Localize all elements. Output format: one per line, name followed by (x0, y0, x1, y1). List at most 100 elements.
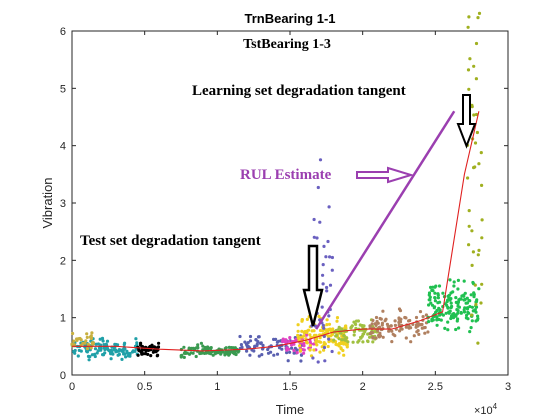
scatter-point (470, 319, 474, 323)
scatter-point (390, 329, 394, 333)
scatter-point (457, 326, 461, 330)
scatter-point (156, 345, 161, 349)
scatter-point (474, 299, 479, 304)
scatter-point (312, 235, 316, 239)
scatter-point (470, 305, 474, 309)
scatter-point (136, 353, 140, 357)
scatter-point (381, 309, 385, 313)
scatter-point (423, 331, 427, 335)
scatter-point (275, 352, 280, 356)
scatter-point (371, 318, 375, 322)
scatter-point (404, 316, 408, 320)
scatter-point (404, 325, 408, 329)
scatter-point (122, 342, 126, 347)
scatter-point (328, 255, 332, 259)
scatter-point (407, 326, 411, 330)
scatter-point (428, 298, 432, 302)
scatter-point (100, 336, 105, 340)
scatter-point (124, 355, 128, 359)
scatter-point (430, 317, 434, 321)
scatter-point (352, 320, 356, 324)
scatter-point (256, 335, 261, 339)
scatter-point (308, 333, 312, 337)
scatter-point (352, 329, 356, 334)
scatter-point (326, 239, 330, 244)
scatter-point (325, 323, 329, 327)
scatter-point (345, 345, 349, 349)
scatter-point (290, 346, 294, 350)
scatter-point (322, 345, 327, 350)
scatter-point (436, 296, 440, 300)
scatter-point (327, 314, 331, 318)
scatter-point (335, 333, 339, 337)
scatter-point (438, 308, 442, 312)
scatter-point (259, 341, 263, 345)
x-tick-label: 2.5 (428, 381, 443, 393)
scatter-point (409, 340, 413, 344)
scatter-point (412, 334, 416, 338)
x-tick-label: 3 (505, 381, 511, 393)
scatter-point (337, 344, 341, 348)
scatter-point (327, 327, 331, 332)
scatter-point (397, 323, 401, 327)
scatter-point (427, 320, 431, 324)
scatter-point (341, 348, 345, 353)
scatter-point (300, 318, 304, 322)
scatter-point (433, 291, 437, 295)
scatter-point (315, 236, 319, 240)
scatter-point (399, 326, 403, 330)
scatter-point (456, 287, 460, 291)
scatter-point (479, 301, 483, 305)
scatter-point (397, 320, 401, 324)
scatter-point (387, 329, 391, 333)
scatter-point (287, 347, 291, 351)
scatter-point (435, 317, 439, 321)
scatter-point (224, 346, 228, 350)
scatter-point (354, 326, 358, 330)
scatter-point (296, 333, 300, 337)
y-tick-label: 6 (60, 26, 66, 38)
scatter-point (105, 339, 110, 343)
scatter-point (305, 317, 309, 321)
scatter-point (474, 319, 478, 323)
scatter-point (321, 282, 325, 286)
scatter-point (470, 229, 474, 233)
scatter-point (451, 312, 455, 316)
scatter-point (327, 322, 332, 326)
scatter-point (472, 295, 476, 299)
scatter-point (475, 130, 479, 135)
scatter-point (303, 330, 307, 334)
scatter-point (387, 325, 391, 329)
scatter-point (352, 333, 356, 337)
scatter-point (320, 305, 324, 309)
scatter-point (393, 323, 397, 327)
y-tick-label: 4 (60, 141, 66, 153)
scatter-point (339, 341, 343, 346)
scatter-point (427, 303, 431, 307)
scatter-point (356, 319, 360, 323)
scatter-point (321, 273, 325, 277)
scatter-point (324, 255, 328, 259)
scatter-point (455, 319, 459, 323)
scatter-point (287, 339, 291, 343)
scatter-point (104, 342, 108, 346)
scatter-point (432, 306, 436, 310)
test-set-annotation: Test set degradation tangent (80, 233, 261, 249)
scatter-point (452, 284, 456, 288)
scatter-point (190, 346, 194, 350)
scatter-point (446, 298, 450, 302)
x-tick-label: 1.5 (282, 381, 297, 393)
scatter-point (194, 346, 198, 350)
scatter-point (474, 310, 478, 314)
scatter-point (182, 345, 186, 349)
scatter-point (368, 324, 372, 328)
scatter-point (318, 350, 322, 354)
scatter-point (280, 347, 284, 351)
scatter-point (187, 352, 192, 356)
scatter-point (71, 331, 75, 336)
scatter-point (330, 255, 334, 260)
scatter-point (476, 16, 480, 20)
x-axis-exponent: ×104 (474, 402, 498, 417)
scatter-point (390, 340, 394, 344)
scatter-point (474, 302, 478, 307)
